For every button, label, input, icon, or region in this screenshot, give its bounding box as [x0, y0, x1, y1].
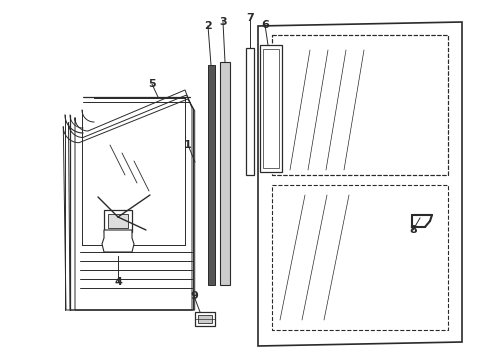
- Bar: [108, 214, 128, 228]
- Polygon shape: [260, 45, 282, 172]
- Text: 8: 8: [409, 225, 417, 235]
- Text: 9: 9: [190, 291, 198, 301]
- Polygon shape: [246, 48, 254, 175]
- Text: 6: 6: [261, 20, 269, 30]
- Text: 7: 7: [246, 13, 254, 23]
- Polygon shape: [220, 62, 230, 285]
- Text: 1: 1: [184, 140, 192, 150]
- Text: 2: 2: [204, 21, 212, 31]
- Bar: [104, 210, 132, 232]
- Polygon shape: [258, 22, 462, 346]
- Polygon shape: [263, 49, 279, 168]
- Polygon shape: [102, 230, 134, 252]
- Text: 3: 3: [219, 17, 227, 27]
- Bar: [198, 315, 212, 323]
- Bar: [195, 312, 215, 326]
- Text: 5: 5: [148, 79, 156, 89]
- Polygon shape: [208, 65, 215, 285]
- Text: 4: 4: [114, 277, 122, 287]
